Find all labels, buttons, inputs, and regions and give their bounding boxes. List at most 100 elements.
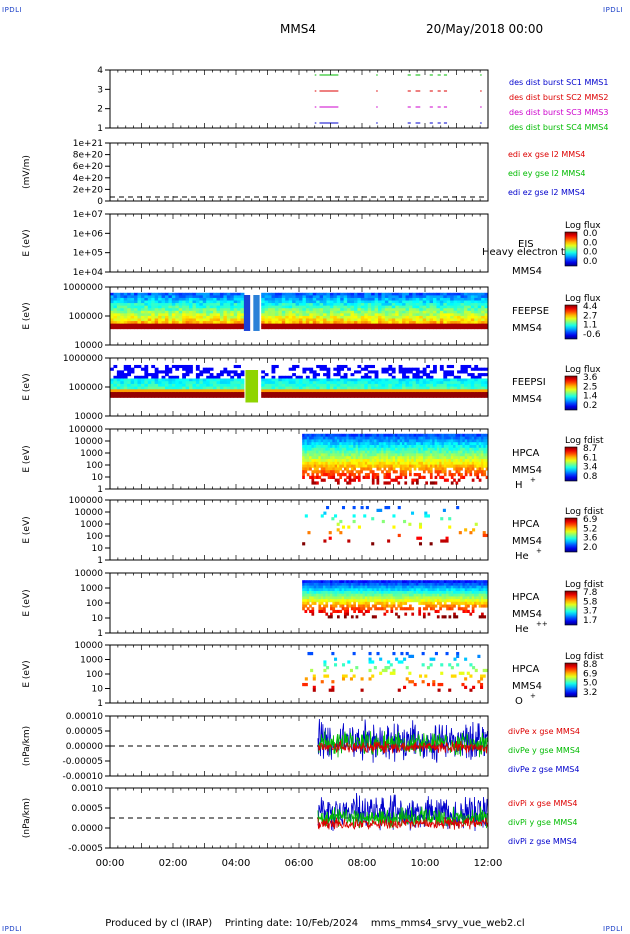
spectrogram-cell: [367, 596, 370, 600]
spectrogram-cell: [304, 677, 308, 681]
spectrogram-cell: [158, 292, 162, 296]
spectrogram-cell: [223, 300, 228, 304]
spectrogram-cell: [285, 310, 290, 314]
spectrogram-cell: [343, 323, 348, 327]
spectrogram-cell: [362, 580, 366, 584]
spectrogram-cell: [436, 295, 441, 299]
spectrogram-cell: [388, 464, 391, 468]
spectrogram-cell: [455, 580, 459, 584]
spectrogram-cell: [274, 292, 279, 296]
spectrogram-cell: [426, 300, 430, 304]
spectrogram-cell: [304, 580, 308, 584]
spectrogram-cell: [443, 321, 448, 325]
spectrogram-cell: [364, 475, 368, 479]
spectrogram-cell: [387, 539, 391, 543]
spectrogram-cell: [171, 383, 176, 388]
spectrogram-cell: [330, 612, 333, 616]
spectrogram-cell: [311, 478, 315, 482]
spectrogram-cell: [422, 394, 427, 398]
spectrogram-cell: [353, 464, 356, 468]
spectrogram-cell: [285, 378, 290, 382]
spectrogram-cell: [413, 450, 417, 454]
spectrogram-cell: [333, 383, 338, 388]
spectrogram-cell: [130, 323, 135, 327]
spectrogram-cell: [453, 436, 456, 440]
spectrogram-cell: [443, 615, 447, 619]
spectrogram-cell: [304, 467, 308, 471]
spectrogram-cell: [392, 580, 396, 584]
spectrogram-cell: [123, 392, 128, 396]
spectrogram-cell: [390, 461, 394, 465]
spectrogram-cell: [412, 373, 417, 377]
spectrogram-cell: [474, 593, 477, 597]
spectrogram-cell: [299, 323, 303, 327]
spectrogram-cell: [318, 593, 322, 597]
spectrogram-cell: [381, 310, 386, 314]
spectrogram-cell: [347, 383, 351, 388]
spectrogram-cell: [432, 461, 435, 465]
spectrogram-cell: [427, 588, 431, 592]
spectrogram-cell: [147, 323, 152, 327]
spectrogram-cell: [456, 663, 460, 667]
spectrogram-cell: [311, 609, 315, 613]
spectrogram-cell: [395, 453, 398, 457]
spectrogram-cell: [374, 450, 377, 454]
spectrogram-cell: [323, 461, 326, 465]
spectrogram-cell: [395, 308, 400, 312]
spectrogram-cell: [302, 542, 306, 546]
spectrogram-cell: [371, 300, 375, 304]
spectrogram-cell: [453, 456, 456, 460]
spectrogram-cell: [481, 292, 485, 296]
spectrogram-cell: [316, 464, 319, 468]
spectrogram-cell: [316, 292, 321, 296]
spectrogram-cell: [434, 464, 438, 468]
spectrogram-cell: [140, 323, 145, 327]
spectrogram-cell: [336, 323, 341, 327]
spectrogram-cell: [299, 292, 303, 296]
spectrogram-cell: [439, 456, 442, 460]
spectrogram-cell: [332, 609, 336, 613]
spectrogram-cell: [467, 386, 472, 390]
spectrogram-cell: [419, 297, 424, 301]
spectrogram-cell: [481, 394, 485, 398]
spectrogram-cell: [374, 321, 379, 325]
spectrogram-cell: [474, 447, 477, 451]
spectrogram-cell: [399, 467, 403, 471]
spectrogram-cell: [402, 295, 406, 299]
spectrogram-cell: [450, 315, 455, 319]
spectrogram-cell: [313, 453, 317, 457]
spectrogram-cell: [470, 375, 475, 379]
spectrogram-cell: [127, 370, 132, 374]
spectrogram-cell: [388, 453, 391, 457]
spectrogram-cell: [350, 607, 354, 611]
colorbar-tick-label: 0.8: [583, 472, 598, 482]
spectrogram-cell: [360, 582, 363, 586]
spectrogram-cell: [453, 389, 458, 393]
spectrogram-cell: [292, 326, 296, 330]
spectrogram-cell: [137, 313, 142, 317]
spectrogram-cell: [237, 383, 241, 388]
spectrogram-cell: [462, 591, 466, 595]
spectrogram-cell: [330, 461, 333, 465]
spectrogram-cell: [439, 364, 444, 369]
spectrogram-cell: [446, 305, 451, 309]
spectrogram-cell: [319, 303, 324, 307]
y-tick-label: 4: [97, 66, 103, 76]
spectrogram-cell: [433, 300, 437, 304]
spectrogram-cell: [457, 313, 461, 317]
spectrogram-cell: [202, 300, 207, 304]
spectrogram-cell: [405, 367, 410, 371]
spectrogram-cell: [216, 381, 221, 385]
spectrogram-cell: [415, 392, 420, 396]
spectrogram-cell: [350, 447, 354, 451]
spectrogram-cell: [206, 292, 211, 296]
spectrogram-cells: [302, 433, 489, 485]
spectrogram-cell: [369, 580, 373, 584]
spectrogram-cell: [168, 308, 173, 312]
spectrogram-cell: [350, 381, 355, 385]
spectrogram-cell: [395, 593, 398, 597]
spectrogram-cell: [443, 381, 448, 385]
spectrogram-cell: [364, 445, 368, 449]
spectrogram-cell: [433, 323, 437, 327]
spectrogram-cell: [485, 596, 489, 600]
